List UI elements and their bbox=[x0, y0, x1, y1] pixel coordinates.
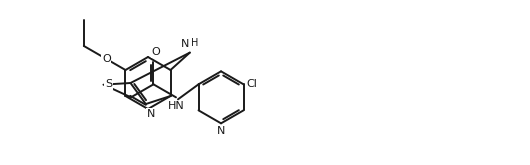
Text: H: H bbox=[191, 38, 198, 48]
Text: O: O bbox=[102, 54, 111, 64]
Text: S: S bbox=[105, 79, 112, 89]
Text: N: N bbox=[147, 109, 155, 119]
Text: N: N bbox=[180, 39, 189, 49]
Text: O: O bbox=[151, 47, 160, 57]
Text: N: N bbox=[217, 126, 225, 136]
Text: Cl: Cl bbox=[246, 79, 258, 89]
Text: HN: HN bbox=[167, 101, 184, 111]
